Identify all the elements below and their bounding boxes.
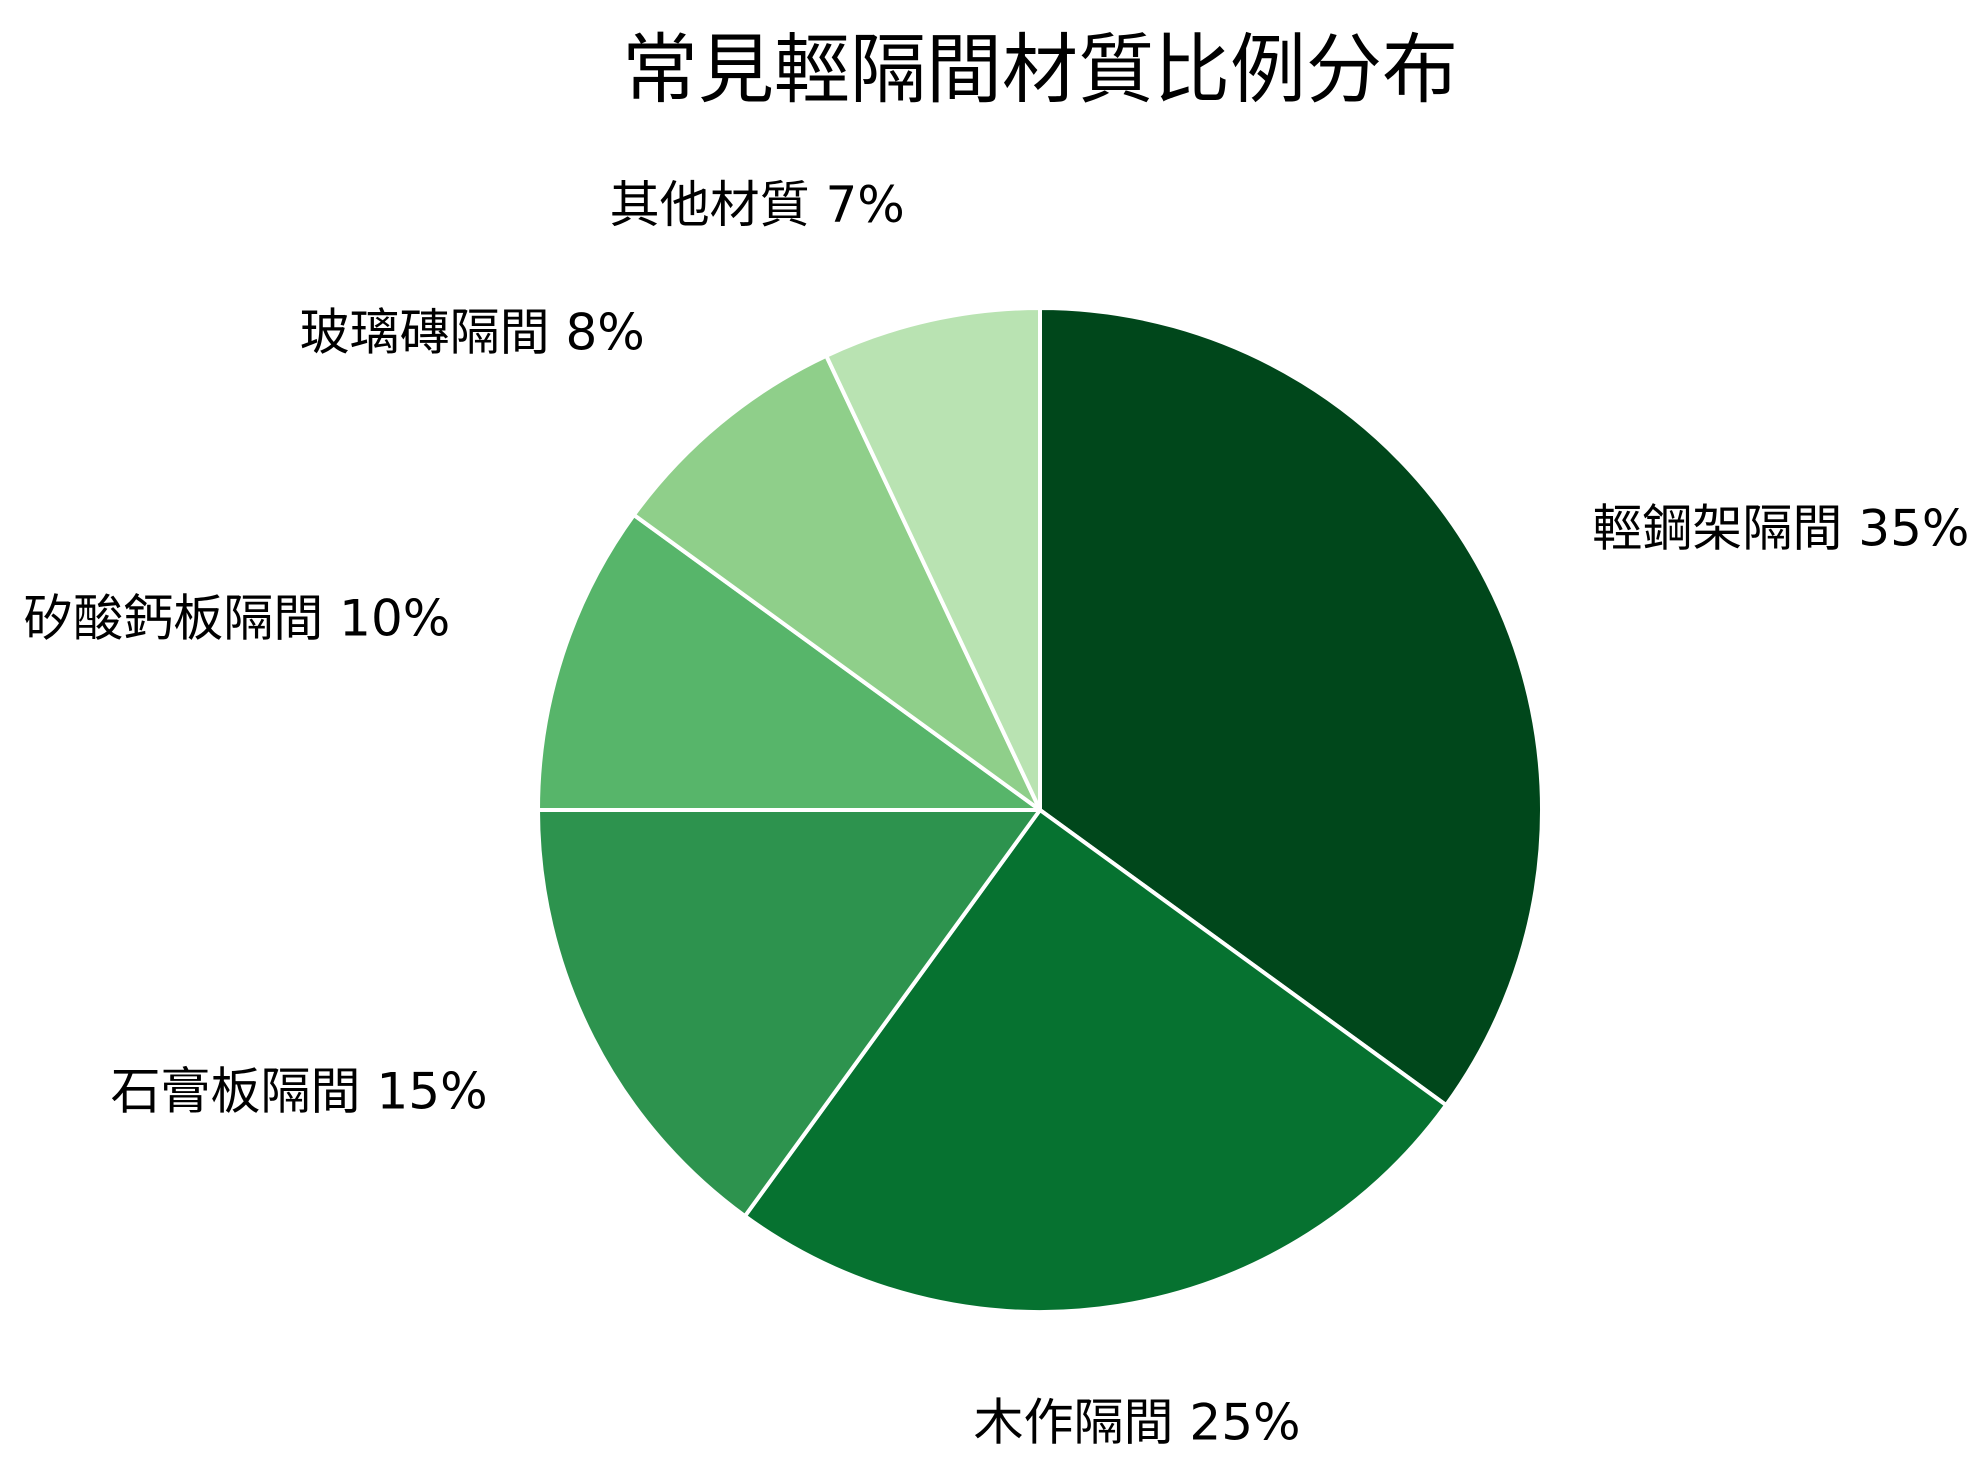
pie-labels: 輕鋼架隔間 35% 木作隔間 25% 石膏板隔間 15% 矽酸鈣板隔間 10% 玻璃磚隔… xyxy=(23,176,1969,1452)
pie-slice-label-1: 木作隔間 25% xyxy=(973,1393,1300,1451)
pie-slice-4 xyxy=(631,353,1042,812)
chart-title: 常見輕隔間材質比例分布 xyxy=(622,25,1458,114)
pie-slice-label-5: 其他材質 7% xyxy=(610,176,905,234)
pie-slice-1 xyxy=(742,808,1449,1314)
pie-slices xyxy=(536,306,1544,1314)
pie-slice-label-2: 石膏板隔間 15% xyxy=(111,1063,488,1121)
pie-slice-label-0: 輕鋼架隔間 35% xyxy=(1592,500,1969,558)
pie-slice-5 xyxy=(824,306,1042,812)
pie-slice-3 xyxy=(536,512,1042,812)
pie-slice-label-4: 玻璃磚隔間 8% xyxy=(300,303,645,361)
pie-slice-2 xyxy=(536,808,1042,1219)
pie-slice-0 xyxy=(1038,306,1544,1108)
pie-slice-label-3: 矽酸鈣板隔間 10% xyxy=(23,589,450,647)
